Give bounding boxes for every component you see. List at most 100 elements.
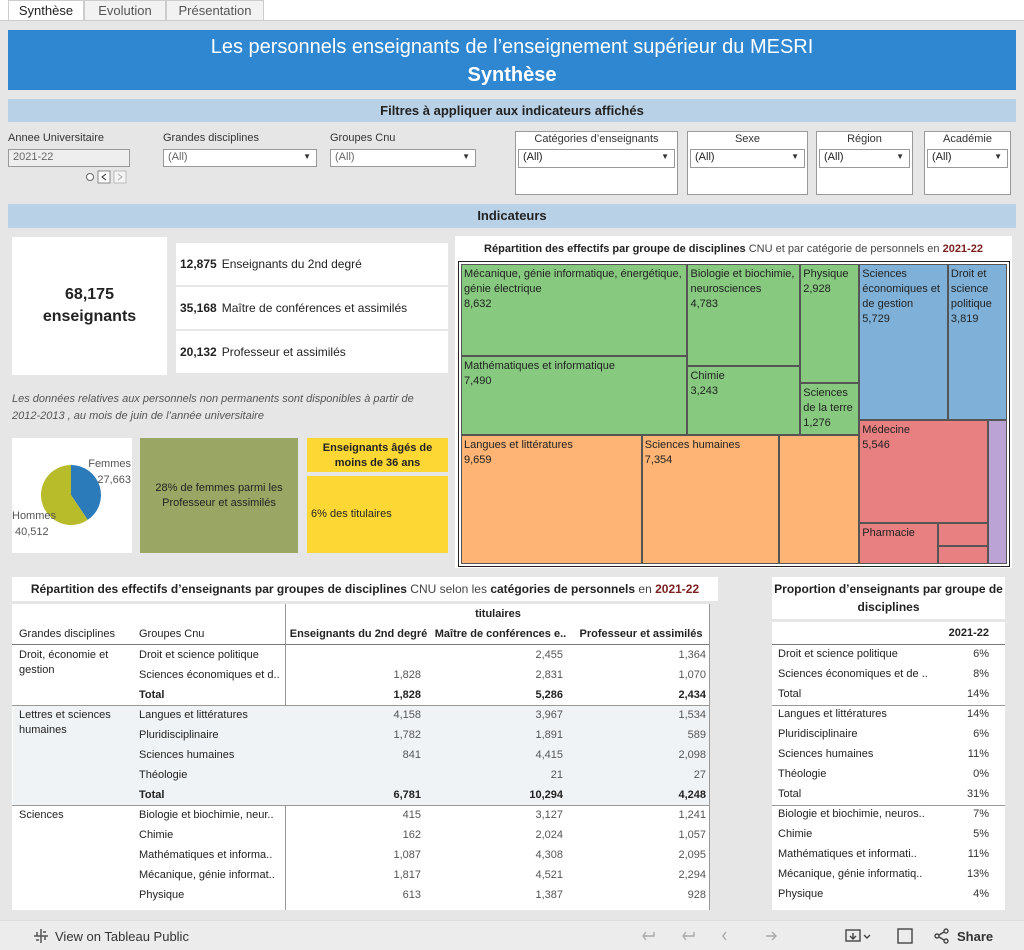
toolbar[interactable]: [642, 927, 922, 945]
table-number: 162: [402, 829, 421, 841]
treemap-cell[interactable]: Mécanique, génie informatique, énergétiq…: [461, 264, 688, 356]
footer-icon[interactable]: [33, 928, 49, 944]
treemap-cell[interactable]: Pharmacie: [859, 523, 938, 564]
column-header: Groupes Cnu: [139, 628, 205, 640]
breakdown-row: 12,875 Enseignants du 2nd degré: [176, 243, 448, 285]
total-value: 68,175: [65, 286, 114, 303]
table-title: Répartition des effectifs d’enseignants …: [12, 577, 718, 601]
table-text: Théologie: [139, 769, 188, 781]
pie-slice[interactable]: [41, 465, 88, 525]
proportion-name: Théologie: [778, 768, 827, 780]
table-number: 1,828: [393, 689, 421, 701]
tab[interactable]: Présentation: [166, 0, 264, 20]
treemap-cell[interactable]: Biologie et biochimie, neurosciences 4,78…: [687, 264, 801, 367]
table-number: 928: [687, 889, 706, 901]
cell-name: Sciences humaines: [644, 439, 741, 452]
table-number: 6,781: [393, 789, 421, 801]
proportion-name: Mécanique, génie informatiq..: [778, 868, 923, 880]
table-number: 589: [687, 729, 706, 741]
title-part: en: [638, 582, 652, 596]
note: Les données relatives aux personnels non…: [12, 393, 414, 422]
filter-label: Sexe: [734, 133, 761, 145]
table-number: 2,831: [535, 669, 563, 681]
filter-dropdown[interactable]: (All): [819, 149, 910, 168]
cell-name: Médecine: [862, 423, 910, 436]
cell-value: 5,546: [862, 438, 890, 451]
table-number: 1,087: [393, 849, 421, 861]
treemap-cell[interactable]: [988, 419, 1007, 564]
table-number: 415: [402, 809, 421, 821]
treemap-cell[interactable]: Médecine 5,546: [859, 419, 989, 524]
treemap-cell[interactable]: [937, 523, 989, 547]
treemap-cell[interactable]: Physique 2,928: [800, 264, 860, 384]
total-label: enseignants: [42, 308, 137, 325]
title-part: CNU et par catégorie de personnels en: [748, 243, 940, 255]
table-number: 4,521: [535, 869, 563, 881]
vertical-rule: [709, 604, 710, 910]
table-text: Biologie et biochimie, neur..: [139, 809, 274, 821]
young-card: 6% des titulaires: [307, 476, 448, 553]
table-number: 1,364: [678, 649, 706, 661]
table-text: Pluridisciplinaire: [139, 729, 219, 741]
table-text: Mécanique, génie informat..: [139, 869, 275, 881]
proportion-name: Pluridisciplinaire: [778, 728, 858, 740]
share-button[interactable]: Share: [957, 929, 994, 944]
tableau-icon[interactable]: [33, 928, 49, 944]
cell-name: Pharmacie: [862, 527, 915, 540]
treemap-cell[interactable]: Droit et science politique 3,819: [947, 264, 1007, 420]
treemap-cell[interactable]: Chimie 3,243: [687, 366, 801, 436]
footer-link[interactable]: View on Tableau Public: [55, 929, 189, 944]
treemap-cell[interactable]: [779, 435, 860, 564]
title-part: Répartition des effectifs d’enseignants …: [30, 582, 407, 596]
table-number: 1,057: [678, 829, 706, 841]
filter-label: Académie: [943, 133, 992, 145]
table-text: Mathématiques et informa..: [139, 849, 273, 861]
column-header: Enseignants du 2nd degré: [289, 628, 428, 640]
filter-dropdown[interactable]: (All): [927, 149, 1008, 168]
tab[interactable]: Evolution: [84, 0, 166, 20]
treemap-cell[interactable]: [937, 546, 989, 564]
proportion-name: Mathématiques et informati..: [778, 848, 917, 860]
treemap-cell[interactable]: Sciences humaines 7,354: [641, 435, 780, 564]
pie-value-label: 27,663: [97, 474, 131, 486]
filter-dropdown[interactable]: (All): [690, 149, 805, 168]
table-number: 21: [550, 769, 563, 781]
treemap-cell[interactable]: Sciences économiques et de gestion 5,729: [859, 264, 948, 420]
cell-value: 7,490: [464, 374, 492, 387]
table-number: 613: [402, 889, 421, 901]
table-number: 1,828: [393, 669, 421, 681]
pie-slice[interactable]: [71, 465, 102, 520]
title-part: CNU selon les: [410, 582, 487, 596]
subtitle: Synthèse: [467, 64, 557, 86]
cell-value: 3,243: [690, 385, 719, 398]
share-icon[interactable]: [934, 928, 950, 944]
table-number: 1,782: [393, 729, 421, 741]
slider-icons[interactable]: [86, 170, 130, 184]
treemap-cell[interactable]: Sciences de la terre 1,276: [800, 383, 860, 436]
table-text: Chimie: [139, 829, 174, 841]
table-number: 2,024: [535, 829, 563, 841]
filter-dropdown[interactable]: (All): [518, 149, 675, 168]
proportion-name: Langues et littératures: [778, 708, 887, 720]
table-number: 4,248: [678, 789, 706, 801]
filter-label: Grandes disciplines: [163, 132, 259, 144]
proportion-value: 14%: [966, 688, 989, 700]
toolbar-icons[interactable]: [642, 927, 922, 945]
breakdown-row: 20,132 Professeur et assimilés: [176, 331, 448, 373]
filter-dropdown[interactable]: (All): [330, 149, 476, 167]
filter-dropdown[interactable]: (All): [163, 149, 317, 167]
treemap-cell[interactable]: Mathématiques et informatique 7,490: [461, 355, 688, 436]
cell-name: Mathématiques et informatique: [464, 359, 616, 372]
table-number: 2,455: [535, 649, 563, 661]
slider-controls[interactable]: [86, 170, 130, 184]
proportion-value: 11%: [967, 748, 989, 760]
group-rule: [12, 805, 710, 806]
title-part: 2021-22: [942, 243, 983, 255]
tab[interactable]: Synthèse: [8, 0, 84, 20]
table-text: Droit et science politique: [139, 649, 259, 661]
table-text: Langues et littératures: [139, 709, 248, 721]
share-glyph[interactable]: [934, 928, 950, 944]
treemap-cell[interactable]: Langues et littératures 9,659: [461, 435, 642, 564]
filter-dropdown[interactable]: 2021-22: [8, 149, 130, 167]
